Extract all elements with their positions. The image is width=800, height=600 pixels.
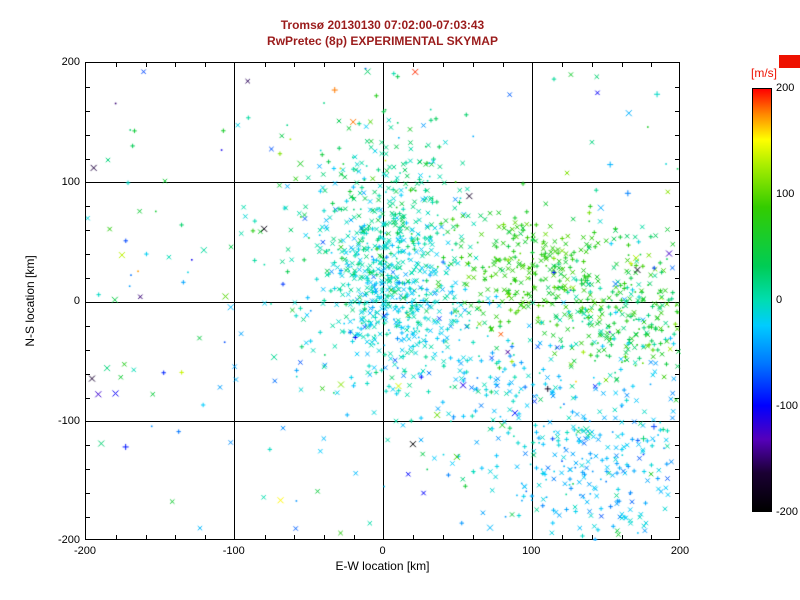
colorbar-tick-label: -100 bbox=[776, 400, 799, 412]
colorbar-tick-label: -200 bbox=[776, 506, 799, 518]
colorbar-tick-label: 100 bbox=[776, 188, 795, 200]
colorbar-unit-label: [m/s] bbox=[751, 66, 777, 80]
plot-title-line2: RwPretec (8p) EXPERIMENTAL SKYMAP bbox=[267, 33, 498, 48]
x-tick-label: -100 bbox=[222, 545, 245, 557]
colorbar-gradient bbox=[753, 89, 771, 511]
colorbar bbox=[752, 88, 772, 512]
x-axis-label: E-W location [km] bbox=[335, 559, 430, 573]
x-tick-label: 100 bbox=[522, 545, 541, 557]
scatter-canvas bbox=[86, 63, 681, 541]
plot-area bbox=[85, 62, 681, 541]
plot-title-line1: Tromsø 20130130 07:02:00-07:03:43 bbox=[280, 18, 485, 32]
red-corner-box bbox=[779, 55, 800, 68]
x-tick-label: 200 bbox=[670, 545, 690, 557]
y-axis-label: N-S location [km] bbox=[23, 255, 37, 347]
colorbar-tick-label: 0 bbox=[776, 294, 783, 306]
y-tick-label: 0 bbox=[73, 295, 80, 307]
y-tick-label: -100 bbox=[57, 414, 80, 427]
y-tick-label: -200 bbox=[57, 534, 80, 546]
x-tick-label: 0 bbox=[379, 545, 386, 557]
y-tick-label: 100 bbox=[61, 175, 80, 188]
y-tick-label: 200 bbox=[61, 56, 80, 68]
colorbar-tick-label: 200 bbox=[776, 82, 795, 94]
x-tick-label: -200 bbox=[73, 545, 97, 557]
plot-title: Tromsø 20130130 07:02:00-07:03:43 RwPret… bbox=[85, 18, 680, 49]
